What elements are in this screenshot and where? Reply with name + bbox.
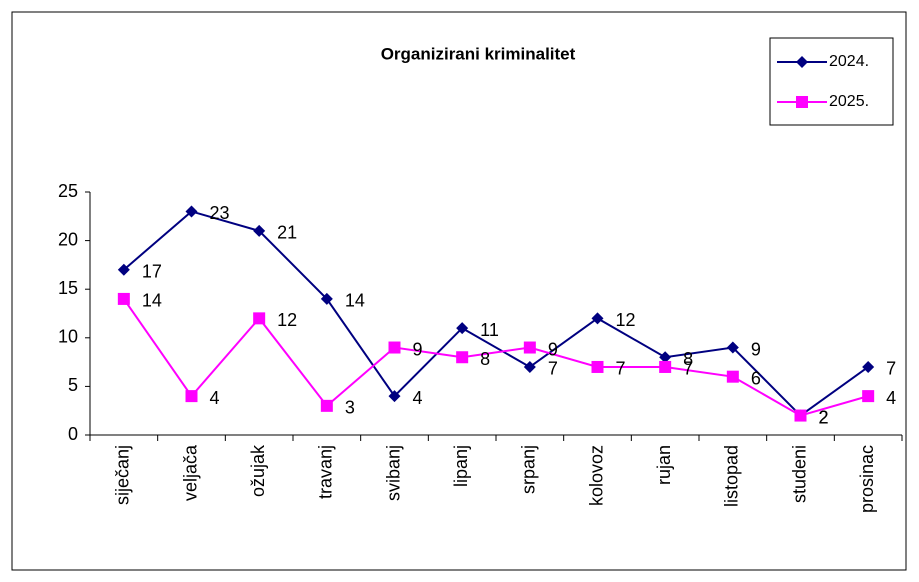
marker	[388, 390, 401, 403]
marker	[388, 341, 401, 354]
data-label: 14	[345, 291, 365, 311]
x-tick-label: veljača	[180, 444, 200, 501]
chart-title: Organizirani kriminalitet	[381, 44, 576, 63]
marker	[320, 292, 333, 305]
data-label: 2	[819, 407, 829, 427]
x-tick-label: prosinac	[857, 445, 877, 513]
y-tick-label: 20	[58, 229, 78, 249]
x-tick-label: lipanj	[451, 445, 471, 487]
marker	[794, 409, 807, 422]
data-label: 7	[886, 359, 896, 379]
x-tick-label: listopad	[722, 445, 742, 507]
x-tick-label: travanj	[316, 445, 336, 499]
marker	[862, 360, 875, 373]
x-tick-label: studeni	[789, 445, 809, 503]
marker	[659, 351, 672, 364]
y-tick-label: 10	[58, 327, 78, 347]
data-label: 11	[480, 320, 499, 340]
marker	[523, 341, 536, 354]
data-label: 12	[616, 310, 636, 330]
y-tick-label: 0	[68, 424, 78, 444]
data-label: 9	[548, 339, 558, 359]
x-tick-label: siječanj	[113, 445, 133, 505]
marker	[320, 399, 333, 412]
data-label: 21	[277, 223, 297, 243]
data-label: 17	[142, 262, 162, 282]
marker	[591, 360, 604, 373]
data-label: 9	[751, 339, 761, 359]
marker	[253, 224, 266, 237]
x-tick-label: svibanj	[383, 445, 403, 501]
marker	[117, 263, 130, 276]
marker	[659, 360, 672, 373]
marker	[185, 390, 198, 403]
legend-label: 2024.	[829, 53, 869, 70]
marker	[456, 351, 469, 364]
marker	[523, 360, 536, 373]
legend-label: 2025.	[829, 93, 869, 110]
data-label: 7	[548, 359, 558, 379]
marker	[726, 341, 739, 354]
marker	[456, 322, 469, 335]
marker	[796, 96, 808, 108]
data-label: 12	[277, 310, 297, 330]
data-label: 4	[886, 388, 896, 408]
marker	[253, 312, 266, 325]
data-label: 14	[142, 291, 162, 311]
data-label: 4	[210, 388, 220, 408]
y-tick-label: 5	[68, 375, 78, 395]
marker	[862, 390, 875, 403]
data-label: 3	[345, 398, 355, 418]
line	[123, 210, 869, 417]
data-label: 8	[683, 349, 693, 369]
data-label: 7	[616, 359, 626, 379]
data-label: 6	[751, 368, 761, 388]
data-label: 4	[413, 388, 423, 408]
data-label: 7	[683, 359, 693, 379]
marker	[117, 292, 130, 305]
data-label: 8	[480, 349, 490, 369]
marker	[185, 205, 198, 218]
x-tick-label: srpanj	[519, 445, 539, 494]
y-tick-label: 15	[58, 278, 78, 298]
marker	[591, 312, 604, 325]
data-label: 23	[210, 203, 230, 223]
chart-border	[11, 11, 907, 571]
x-tick-label: kolovoz	[586, 445, 606, 506]
line	[123, 298, 869, 417]
marker	[796, 56, 808, 68]
x-tick-label: ožujak	[248, 444, 268, 497]
marker	[726, 370, 739, 383]
data-label: 9	[413, 339, 423, 359]
legend-box	[769, 37, 894, 126]
y-tick-label: 25	[58, 181, 78, 201]
data-label: 2	[819, 407, 829, 427]
x-tick-label: rujan	[654, 445, 674, 485]
